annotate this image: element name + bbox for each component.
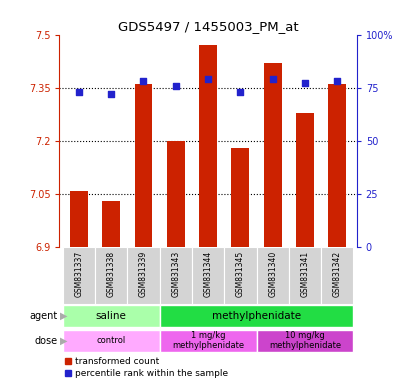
- Bar: [102, 201, 120, 247]
- Bar: [63, 247, 95, 304]
- Point: [172, 83, 179, 89]
- Text: 1 mg/kg
methylphenidate: 1 mg/kg methylphenidate: [172, 331, 243, 350]
- Text: GSM831343: GSM831343: [171, 251, 180, 298]
- Bar: [70, 190, 88, 247]
- Text: ▶: ▶: [60, 336, 67, 346]
- Bar: [127, 247, 159, 304]
- Text: GSM831341: GSM831341: [300, 251, 309, 298]
- Text: ▶: ▶: [60, 311, 67, 321]
- Text: 10 mg/kg
methylphenidate: 10 mg/kg methylphenidate: [268, 331, 340, 350]
- Text: GSM831340: GSM831340: [267, 251, 276, 298]
- Point: [269, 76, 275, 82]
- Bar: [159, 247, 191, 304]
- Text: GSM831338: GSM831338: [106, 251, 115, 298]
- Text: GSM831344: GSM831344: [203, 251, 212, 298]
- Bar: [288, 247, 320, 304]
- Bar: [134, 84, 152, 247]
- Bar: [159, 305, 353, 327]
- Point: [333, 78, 340, 84]
- Text: agent: agent: [29, 311, 57, 321]
- Title: GDS5497 / 1455003_PM_at: GDS5497 / 1455003_PM_at: [117, 20, 298, 33]
- Bar: [256, 329, 353, 352]
- Point: [75, 89, 82, 95]
- Bar: [95, 247, 127, 304]
- Bar: [63, 305, 159, 327]
- Text: methylphenidate: methylphenidate: [211, 311, 300, 321]
- Text: control: control: [96, 336, 126, 345]
- Point: [204, 76, 211, 82]
- Point: [108, 91, 114, 97]
- Text: GSM831345: GSM831345: [235, 251, 244, 298]
- Text: saline: saline: [95, 311, 126, 321]
- Bar: [263, 63, 281, 247]
- Bar: [224, 247, 256, 304]
- Bar: [191, 247, 224, 304]
- Bar: [256, 247, 288, 304]
- Bar: [328, 84, 345, 247]
- Text: GSM831339: GSM831339: [139, 251, 148, 298]
- Bar: [231, 148, 249, 247]
- Point: [301, 80, 308, 86]
- Text: dose: dose: [34, 336, 57, 346]
- Bar: [295, 113, 313, 247]
- Bar: [166, 141, 184, 247]
- Text: GSM831342: GSM831342: [332, 251, 341, 298]
- Bar: [63, 329, 159, 352]
- Text: GSM831337: GSM831337: [74, 251, 83, 298]
- Point: [236, 89, 243, 95]
- Bar: [199, 45, 216, 247]
- Bar: [159, 329, 256, 352]
- Legend: transformed count, percentile rank within the sample: transformed count, percentile rank withi…: [64, 358, 227, 378]
- Point: [140, 78, 146, 84]
- Bar: [320, 247, 353, 304]
